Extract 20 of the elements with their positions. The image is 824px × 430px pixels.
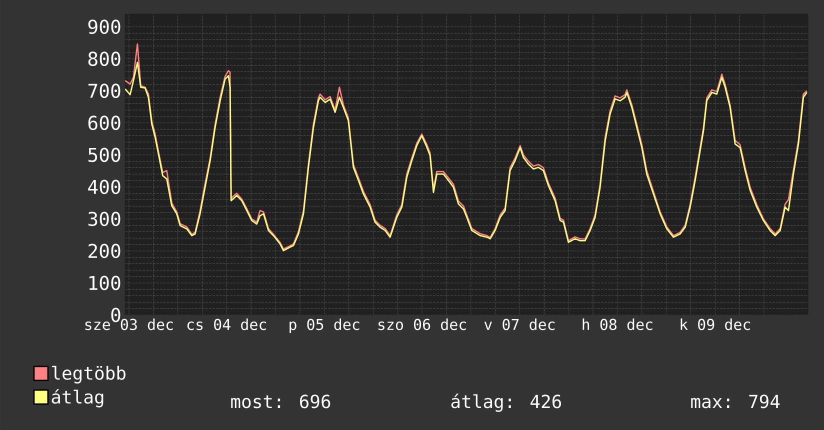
y-tick-label: 400 [88, 180, 120, 194]
text: átlag: 426 [451, 394, 562, 412]
y-tick-label: 600 [88, 116, 120, 130]
y-tick-label: 100 [89, 276, 120, 290]
x-tick-label: p 05 dec [290, 318, 360, 334]
x-tick-label: szo 06 dec [378, 318, 466, 330]
x-tick-label: v 07 dec [484, 318, 555, 330]
y-tick-label: 200 [88, 244, 120, 258]
y-tick-label: 900 [88, 20, 120, 34]
y-tick-label: 300 [88, 212, 120, 226]
y-tick-label: 500 [88, 148, 120, 162]
x-tick-label: cs 04 dec [187, 318, 266, 330]
y-tick-label: 800 [88, 52, 120, 66]
y-tick-label: 700 [88, 84, 120, 98]
legend-label: átlag [52, 389, 104, 408]
x-tick-label: h 08 dec [582, 318, 652, 330]
text: max: 794 [691, 394, 780, 408]
x-tick-label: k 09 dec [680, 318, 750, 330]
legend-label: legtöbb [52, 366, 126, 384]
text: most: 696 [231, 394, 330, 408]
